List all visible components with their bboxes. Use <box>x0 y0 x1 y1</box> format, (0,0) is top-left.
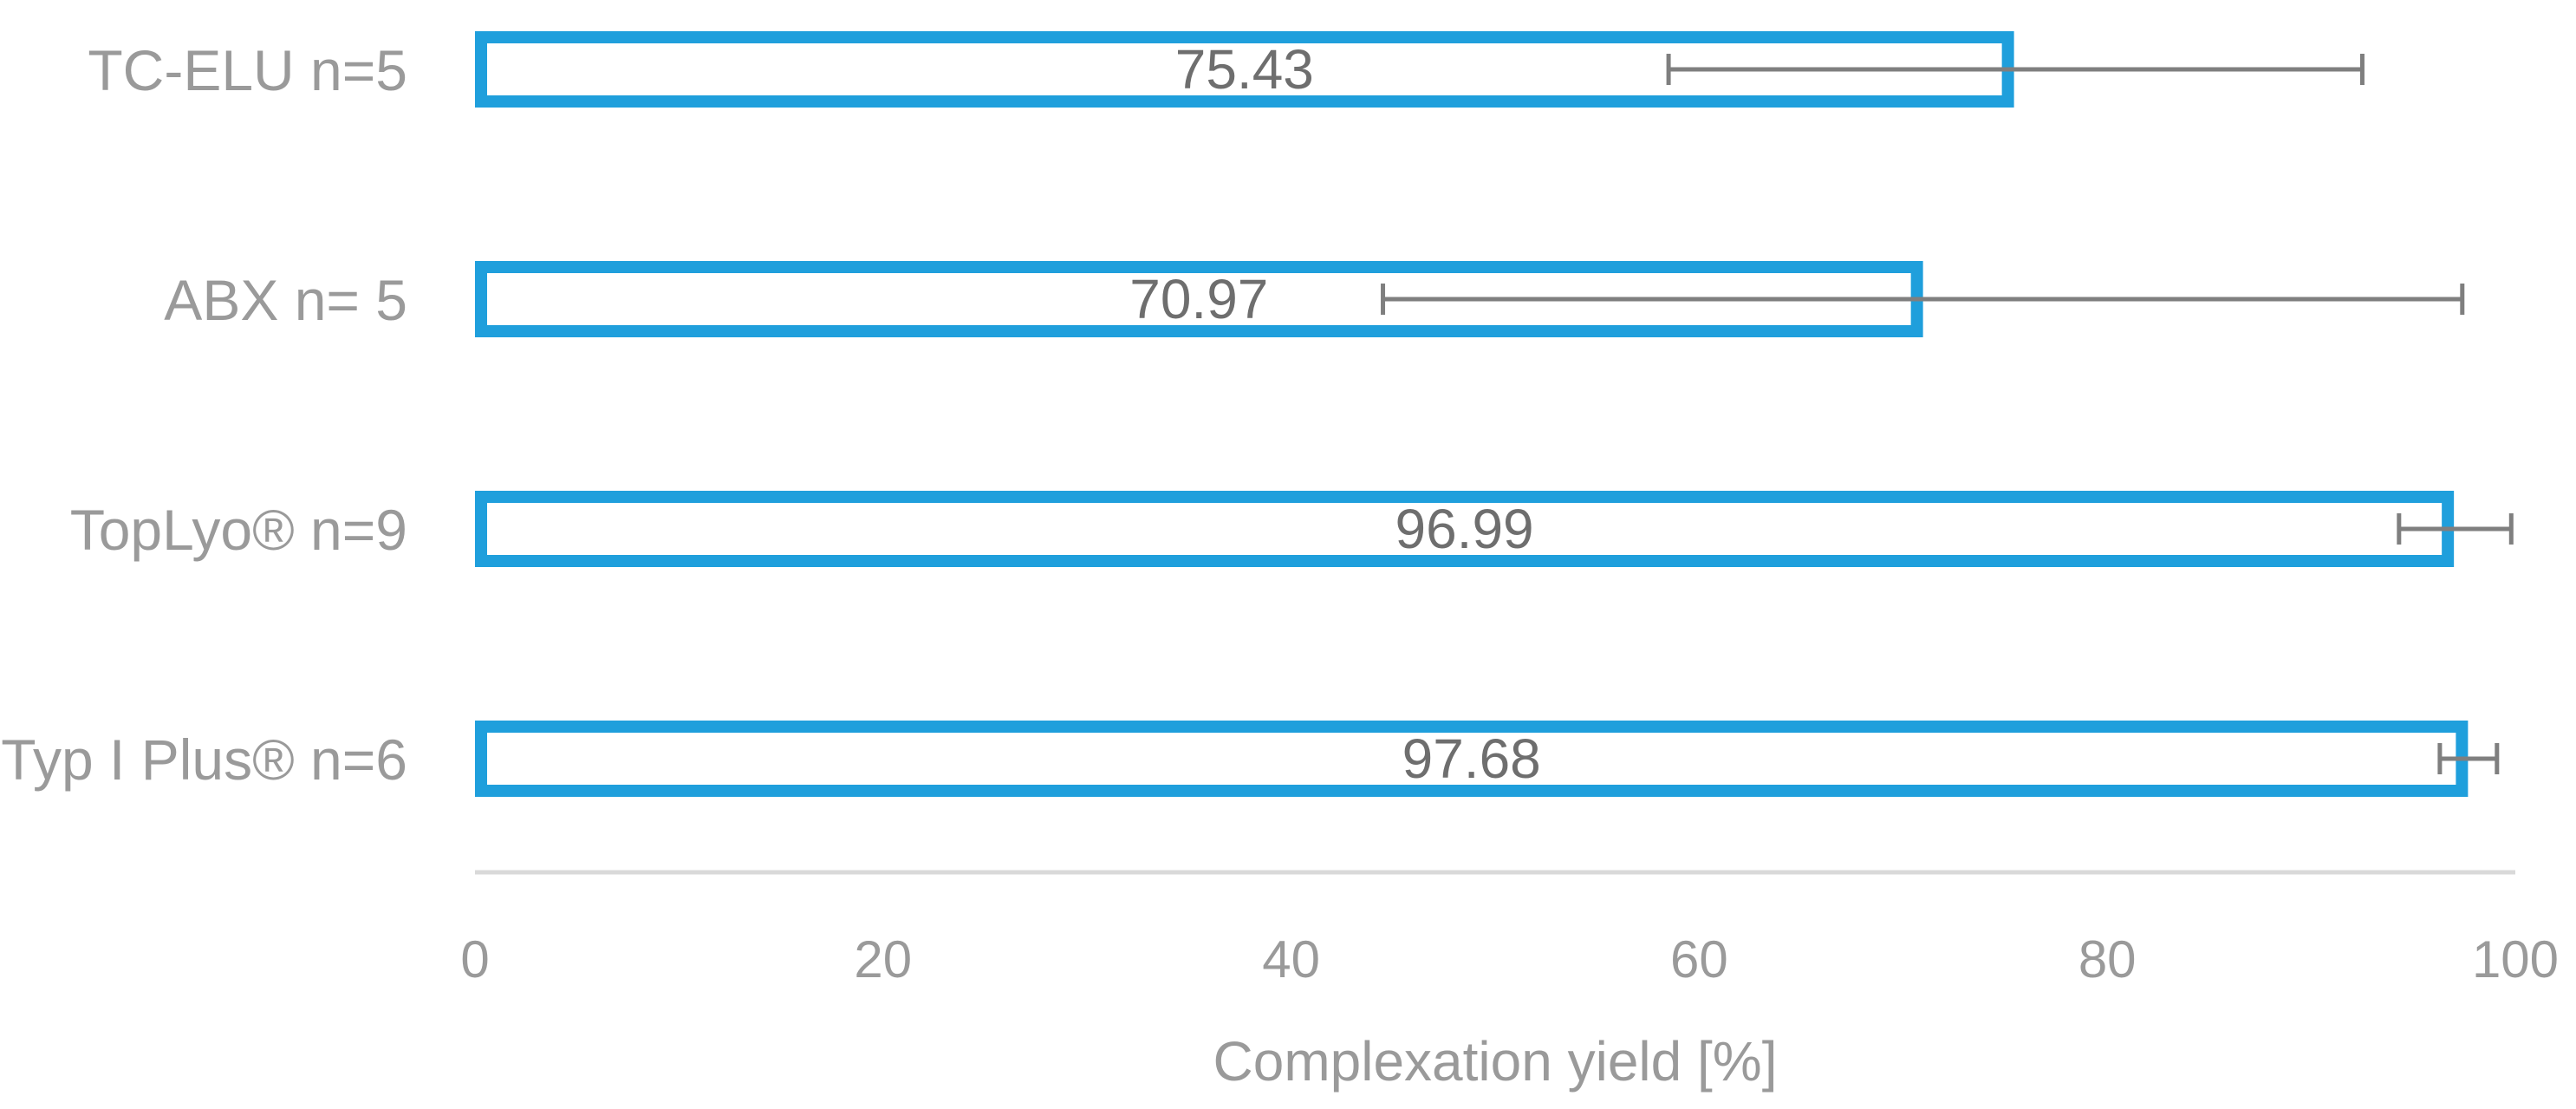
error-bar <box>1666 54 2365 85</box>
x-tick-label: 100 <box>2472 930 2559 988</box>
x-tick-label: 0 <box>460 930 489 988</box>
x-tick-label: 80 <box>2078 930 2137 988</box>
error-bars-layer <box>1381 54 2514 774</box>
category-label: ABX n= 5 <box>164 268 407 332</box>
category-label: TC-ELU n=5 <box>88 38 407 102</box>
data-labels-layer: 75.43 70.97 96.99 97.68 <box>1129 38 1541 790</box>
data-label: 70.97 <box>1129 268 1268 330</box>
x-tick-label: 60 <box>1670 930 1728 988</box>
data-label: 75.43 <box>1175 38 1314 101</box>
data-label: 96.99 <box>1395 498 1533 560</box>
x-tick-label: 20 <box>854 930 912 988</box>
x-tick-label: 40 <box>1262 930 1320 988</box>
category-label: TopLyo® n=9 <box>70 498 407 562</box>
x-axis-title: Complexation yield [%] <box>1213 1030 1778 1093</box>
bars-layer <box>475 31 2469 797</box>
bar <box>475 491 2455 567</box>
error-bar <box>1381 284 2465 315</box>
error-bar <box>2397 513 2514 545</box>
data-label: 97.68 <box>1402 727 1541 790</box>
category-label: Typ I Plus® n=6 <box>1 727 407 792</box>
error-bar <box>2437 743 2500 774</box>
x-tick-labels-layer: 0 20 40 60 80 100 <box>460 930 2559 988</box>
category-labels-layer: TC-ELU n=5 ABX n= 5 TopLyo® n=9 Typ I Plus®… <box>1 38 407 792</box>
